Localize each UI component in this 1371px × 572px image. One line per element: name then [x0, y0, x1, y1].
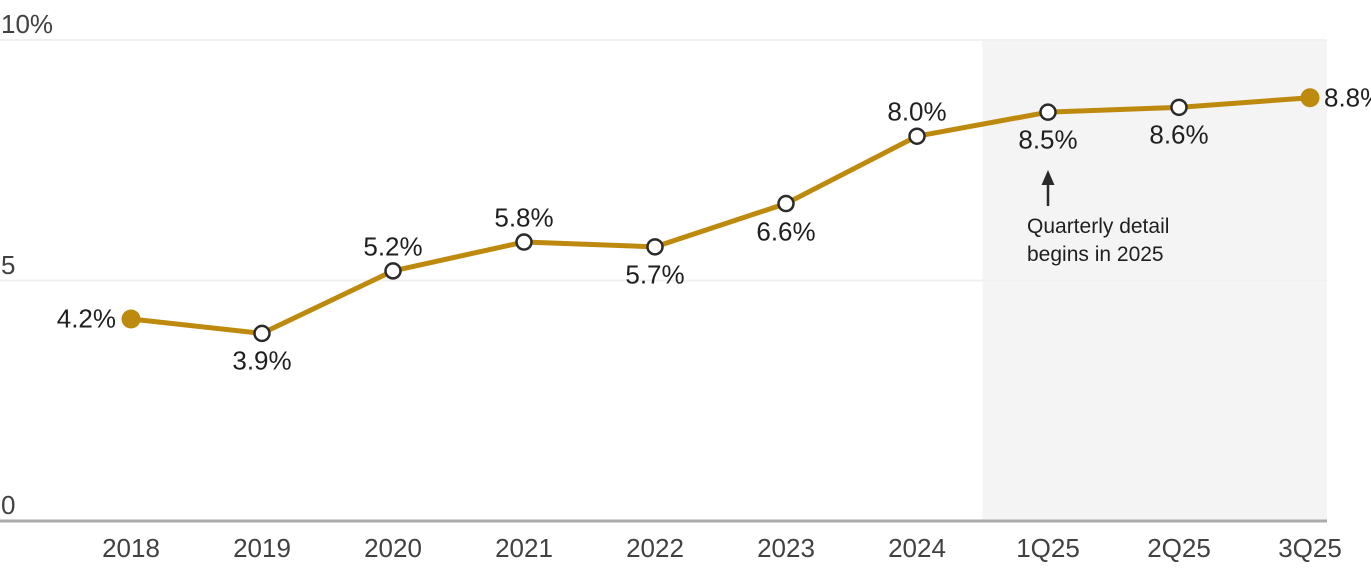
point-label-3Q25: 8.8%: [1324, 82, 1371, 113]
point-label-2021: 5.8%: [494, 202, 554, 233]
x-tick-label-2022: 2022: [626, 533, 684, 563]
x-tick-label-2023: 2023: [757, 533, 815, 563]
x-tick-label-2020: 2020: [364, 533, 422, 563]
point-label-2020: 5.2%: [363, 231, 423, 262]
x-tick-label-2019: 2019: [233, 533, 291, 563]
annotation-arrow-head: [1041, 170, 1055, 185]
data-point-2024: [908, 127, 926, 145]
data-point-2023: [777, 194, 795, 213]
y-tick-label-10: 10%: [1, 9, 54, 39]
annotation-line-2: begins in 2025: [1027, 243, 1164, 266]
point-label-2023: 6.6%: [756, 216, 816, 247]
data-point-2022: [646, 238, 664, 256]
x-tick-label-2024: 2024: [888, 533, 946, 563]
point-label-2022: 5.7%: [625, 259, 685, 290]
data-point-2021: [515, 233, 533, 251]
data-point-2Q25: [1170, 98, 1188, 117]
x-tick-label-3Q25: 3Q25: [1278, 533, 1342, 563]
data-point-3Q25: [1300, 88, 1320, 108]
point-label-2Q25: 8.6%: [1149, 119, 1209, 150]
annotation-quarterly-detail: Quarterly detail begins in 2025: [1027, 213, 1169, 269]
trend-line: [128, 95, 1313, 336]
data-point-2018: [121, 309, 141, 329]
y-tick-label-0: 0: [1, 490, 16, 520]
point-label-1Q25: 8.5%: [1018, 124, 1078, 155]
point-label-2024: 8.0%: [887, 96, 947, 127]
x-tick-label-2Q25: 2Q25: [1147, 533, 1211, 563]
data-point-2020: [384, 262, 402, 280]
y-tick-label-5: 5: [1, 249, 16, 280]
x-tick-label-2021: 2021: [495, 533, 553, 563]
point-label-2019: 3.9%: [232, 345, 292, 376]
data-point-1Q25: [1039, 103, 1057, 121]
x-tick-label-1Q25: 1Q25: [1016, 533, 1080, 563]
x-tick-label-2018: 2018: [102, 533, 160, 563]
data-point-2019: [253, 324, 271, 343]
point-label-2018: 4.2%: [56, 303, 116, 334]
annotation-line-1: Quarterly detail: [1027, 215, 1170, 238]
